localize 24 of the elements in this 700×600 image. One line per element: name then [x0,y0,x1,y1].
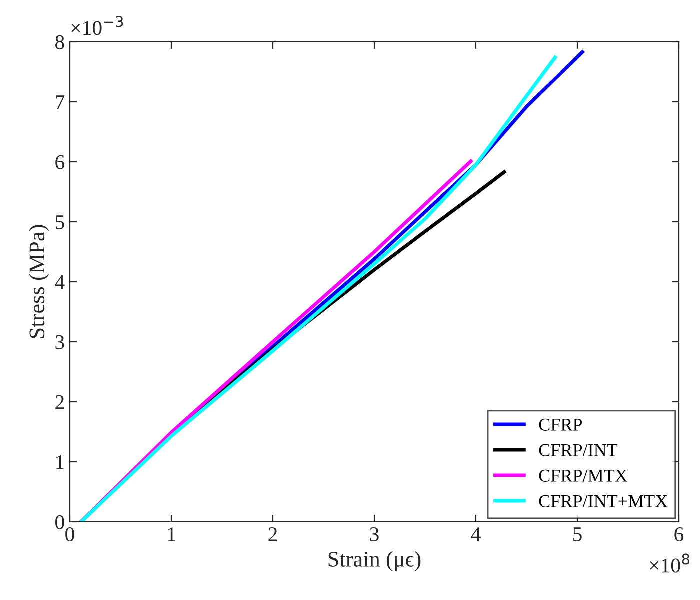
y-tick-label: 0 [56,515,64,530]
y-tick-label: 8 [56,35,64,50]
x-axis-title: Strain (μϵ) [328,551,421,572]
legend-label: CFRP/MTX [539,470,628,482]
y-tick-label: 5 [56,216,64,230]
x-tick-label: 0 [66,527,74,542]
y-tick-label: 1 [56,455,64,470]
x-tick-label: 4 [471,528,481,542]
legend-label: CFRP [539,418,582,431]
x-tick-label: 2 [268,528,278,542]
legend-label: CFRP/INT [539,444,618,456]
y-tick-label: 4 [55,276,65,290]
x-tick-label: 1 [168,528,176,542]
x-tick-label: 3 [370,528,379,542]
y-axis-title: Stress (MPa) [29,225,50,338]
y-tick-label: 6 [56,155,65,170]
x-tick-label: 5 [574,528,582,542]
x-tick-label: 6 [674,528,684,542]
text: ×10$^{8}$ [650,554,690,573]
y-tick-label: 7 [56,96,65,110]
y-tick-label: 3 [56,335,64,350]
legend-label: CFRP/INT+MTX [539,495,668,508]
text: ×10$^{−3}$ [72,16,124,36]
y-tick-label: 2 [56,395,64,410]
